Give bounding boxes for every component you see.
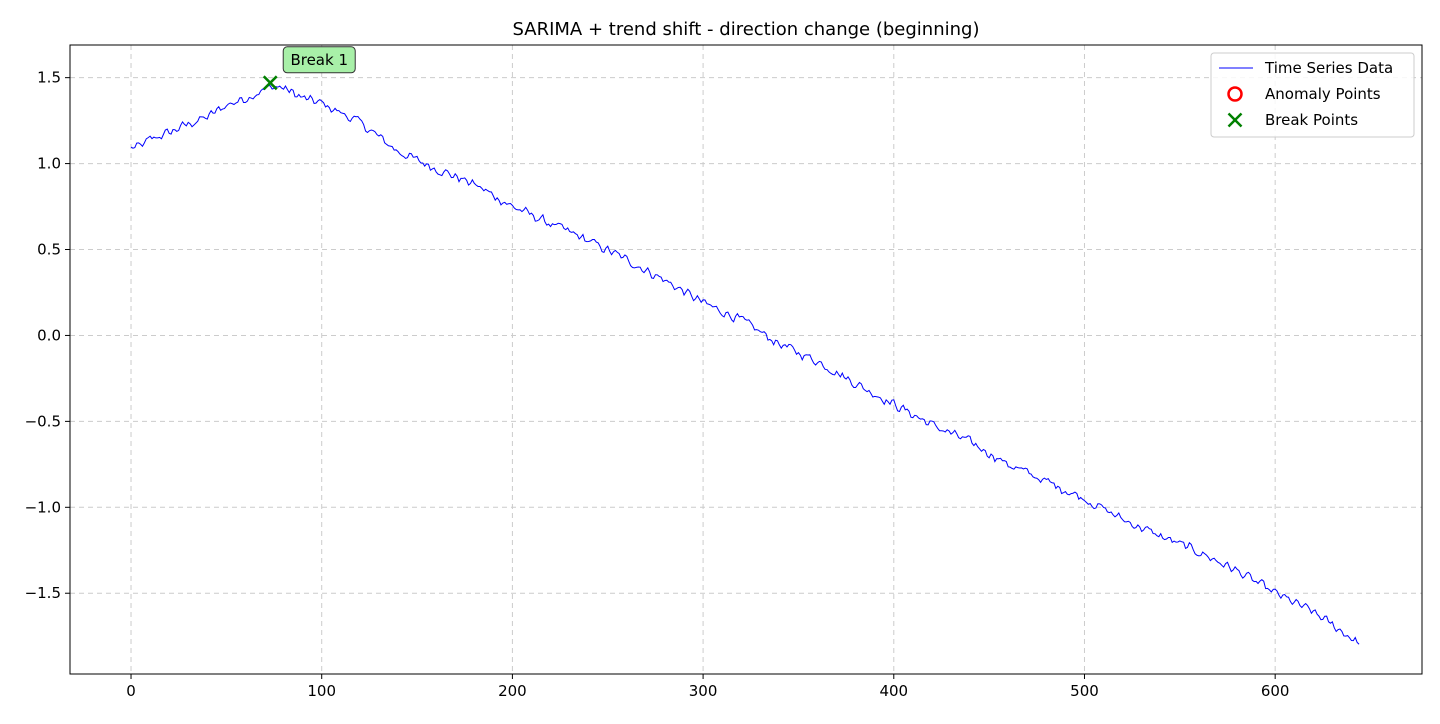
x-tick-label: 0 — [126, 682, 136, 700]
y-tick-label: 1.5 — [37, 69, 61, 87]
legend: Time Series Data Anomaly Points Break Poin… — [1210, 52, 1415, 138]
break-marker: Break 1 — [262, 46, 356, 91]
y-tick-label: 1.0 — [37, 155, 61, 173]
break-markers: Break 1 — [262, 46, 356, 91]
grid-lines — [70, 45, 1422, 674]
x-tick-label: 400 — [879, 682, 908, 700]
legend-frame — [1210, 52, 1415, 138]
x-tick-label: 500 — [1070, 682, 1099, 700]
legend-circle-swatch — [1227, 86, 1243, 102]
plot-frame — [69, 44, 1423, 675]
legend-label: Anomaly Points — [1265, 85, 1381, 103]
axes: 0 100 200 300 400 500 600 1.5 1.0 0.5 0.0 −0.5 −1.0 −… — [25, 69, 1290, 700]
y-tick-label: 0.5 — [37, 241, 61, 259]
series-layer — [130, 85, 1360, 645]
series-line — [130, 85, 1360, 645]
legend-label: Time Series Data — [1264, 59, 1393, 77]
x-tick-label: 100 — [307, 682, 336, 700]
break-annotation-box — [282, 46, 356, 74]
legend-label: Break Points — [1265, 111, 1358, 129]
x-tick-label: 600 — [1261, 682, 1290, 700]
y-tick-label: −1.0 — [25, 498, 61, 516]
break-annotation-label: Break 1 — [290, 51, 348, 69]
y-tick-label: −1.5 — [25, 584, 61, 602]
x-tick-label: 200 — [498, 682, 527, 700]
y-tick-label: −0.5 — [25, 412, 61, 430]
x-tick-label: 300 — [689, 682, 718, 700]
break-x-stroke — [262, 75, 278, 91]
chart-title: SARIMA + trend shift - direction change … — [513, 19, 980, 40]
legend-x-swatch — [1227, 112, 1243, 128]
y-tick-label: 0.0 — [37, 326, 61, 344]
